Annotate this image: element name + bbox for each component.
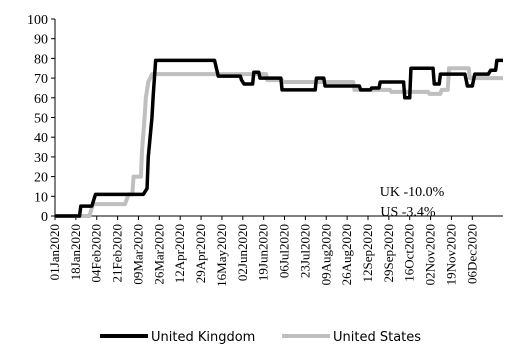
y-tick-label: 30	[34, 151, 48, 166]
annotation-uk: UK -10.0%	[380, 185, 445, 200]
y-tick-label: 0	[41, 210, 48, 225]
legend-label-us: United States	[333, 330, 421, 345]
x-tick-label: 19Nov2020	[443, 224, 458, 285]
x-tick-label: 01Jan2020	[47, 224, 62, 280]
x-tick-label: 12Apr2020	[172, 224, 187, 283]
annotations: UK -10.0% US -3.4%	[380, 185, 445, 220]
x-tick-label: 02Nov2020	[423, 224, 438, 285]
x-tick-label: 06Dec2020	[464, 224, 479, 284]
legend-label-uk: United Kingdom	[151, 330, 255, 345]
x-tick-label: 12Sep2020	[360, 224, 375, 283]
x-tick-label: 18Jan2020	[68, 224, 83, 280]
x-tick-label: 16May2020	[214, 224, 229, 287]
x-axis-ticks: 01Jan2020 18Jan2020 04Feb2020 21Feb2020 09Ma…	[47, 216, 479, 287]
y-tick-label: 20	[34, 171, 48, 186]
x-tick-label: 29Sep2020	[381, 224, 396, 283]
y-tick-label: 90	[34, 33, 48, 48]
annotation-us: US -3.4%	[380, 205, 436, 220]
legend: United Kingdom United States	[100, 330, 421, 345]
x-tick-label: 26Aug2020	[339, 224, 354, 285]
x-tick-label: 09Aug2020	[318, 224, 333, 285]
y-tick-label: 40	[34, 131, 48, 146]
x-tick-label: 02Jun2020	[235, 224, 250, 281]
x-tick-label: 09Mar2020	[130, 224, 145, 285]
x-tick-label: 04Feb2020	[89, 224, 104, 283]
x-tick-label: 26Mar2020	[151, 224, 166, 285]
x-tick-label: 16Oct2020	[402, 224, 417, 282]
y-axis-ticks: 0 10 20 30 40 50 60 70 80 90 100	[27, 13, 55, 225]
x-tick-label: 21Feb2020	[110, 224, 125, 283]
series-layer	[55, 58, 503, 218]
x-tick-label: 06Jul2020	[277, 224, 292, 278]
y-tick-label: 70	[34, 72, 48, 87]
y-tick-label: 60	[34, 92, 48, 107]
y-tick-label: 80	[34, 52, 48, 67]
y-tick-label: 50	[34, 112, 48, 127]
x-tick-label: 23Jul2020	[297, 224, 312, 278]
y-tick-label: 100	[27, 13, 48, 28]
x-tick-label: 19Jun2020	[256, 224, 271, 281]
series-line-united-kingdom	[55, 58, 503, 218]
y-tick-label: 10	[34, 190, 48, 205]
x-tick-label: 29Apr2020	[193, 224, 208, 283]
